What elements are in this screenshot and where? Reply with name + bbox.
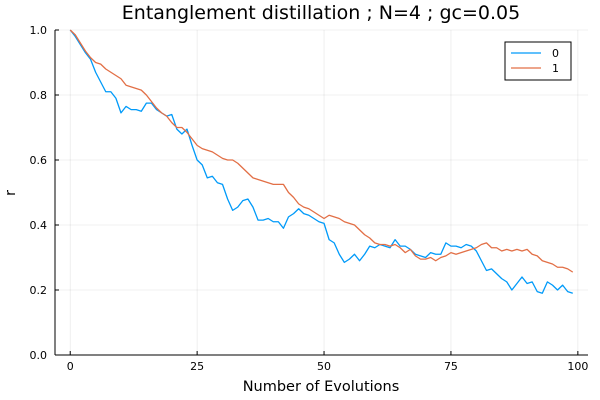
x-axis-label: Number of Evolutions bbox=[243, 379, 400, 395]
x-tick-label: 25 bbox=[190, 360, 204, 373]
legend-box bbox=[504, 41, 572, 81]
x-tick-label: 75 bbox=[444, 360, 458, 373]
x-tick-label: 50 bbox=[317, 360, 331, 373]
y-tick-label: 1.0 bbox=[30, 24, 48, 37]
y-tick-label: 0.8 bbox=[30, 89, 48, 102]
y-tick-label: 0.0 bbox=[30, 349, 48, 362]
y-axis-label: r bbox=[3, 190, 19, 196]
y-tick-label: 0.4 bbox=[30, 219, 48, 232]
series-line-1 bbox=[69, 29, 574, 273]
x-tick-label: 0 bbox=[67, 360, 74, 373]
legend-label-0: 0 bbox=[552, 47, 559, 60]
axes-frame bbox=[54, 29, 588, 356]
legend-label-1: 1 bbox=[552, 62, 559, 75]
series-lines bbox=[69, 29, 574, 294]
series-line-0 bbox=[69, 29, 573, 294]
legend: 01 bbox=[504, 41, 572, 81]
y-tick-label: 0.2 bbox=[30, 284, 48, 297]
chart-title: Entanglement distillation ; N=4 ; gc=0.0… bbox=[122, 2, 520, 24]
tick-labels: 0 25 50 75 100 0.0 0.2 0.4 0.6 0.8 1.0 bbox=[30, 24, 589, 373]
y-tick-label: 0.6 bbox=[30, 154, 48, 167]
x-tick-label: 100 bbox=[567, 360, 588, 373]
